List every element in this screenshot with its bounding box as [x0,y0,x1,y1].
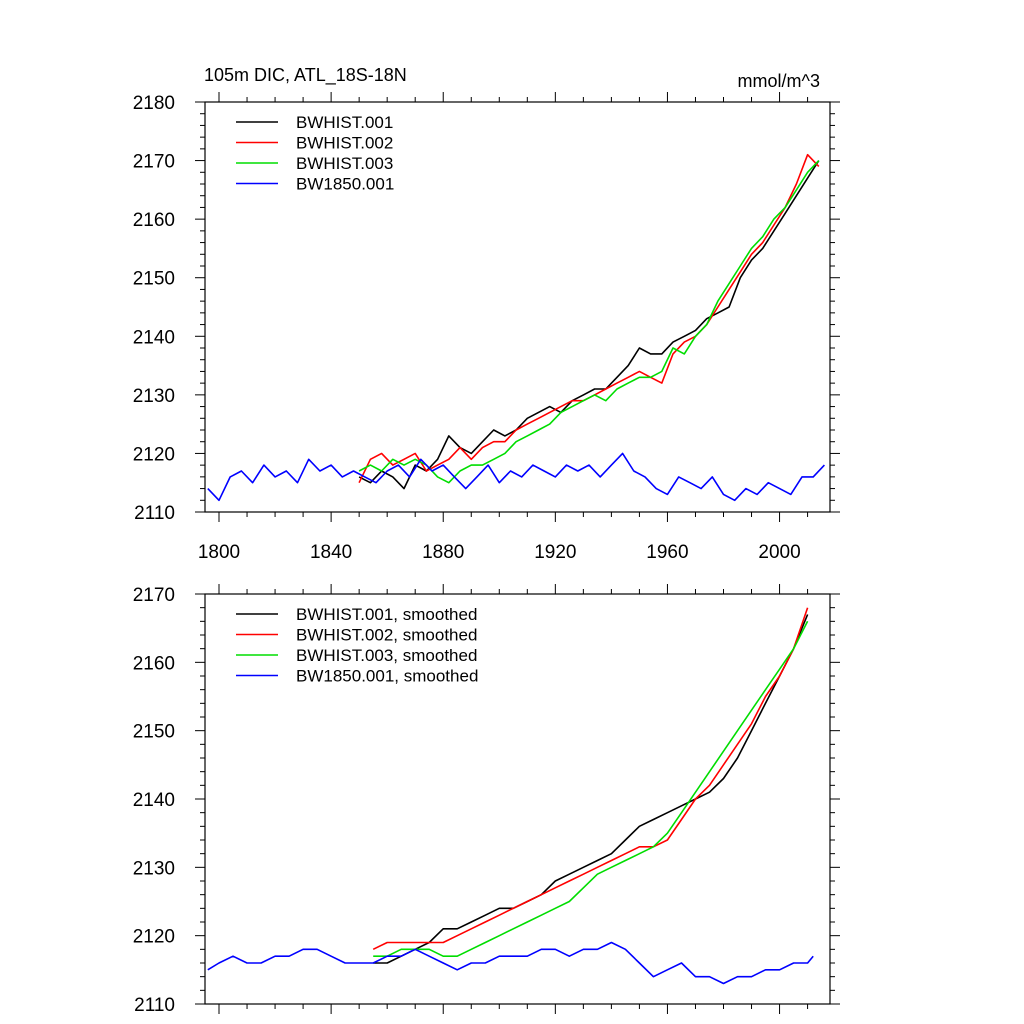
series-line-0-2 [358,160,820,484]
y-tick-label: 2130 [133,858,175,879]
series-line-0-3 [207,452,825,502]
plot-frame [204,101,831,513]
chart-units: mmol/m^3 [738,71,820,91]
legend-label: BW1850.001 [296,175,394,194]
series-line-0-1 [358,153,820,484]
y-tick-label: 2180 [133,93,175,114]
y-tick-label: 2140 [133,327,175,348]
y-tick-label: 2120 [133,444,175,465]
legend-label: BW1850.001, smoothed [296,667,478,686]
bottom-panel: 2110 2120 2130 2140 2150 2160 2170 BWHIST.001, … [133,584,840,1016]
y-tick-label: 2150 [133,269,175,290]
y-tick-label: 2170 [133,152,175,173]
series-line-1-2 [373,620,809,958]
series-line-1-1 [372,607,809,951]
y-tick-label: 2130 [133,386,175,407]
y-tick-label: 2160 [133,653,175,674]
x-tick-label: 1880 [422,542,464,563]
legend-label: BWHIST.003 [296,154,393,173]
series-group [207,153,825,502]
series-line-1-0 [373,614,809,964]
y-tick-label: 2150 [133,722,175,743]
series-line-0-0 [358,160,820,490]
legend-label: BWHIST.001 [296,113,393,132]
chart-title: 105m DIC, ATL_18S-18N [204,65,407,86]
x-tick-label: 1920 [534,542,576,563]
legend-label: BWHIST.001, smoothed [296,605,477,624]
legend-label: BWHIST.002, smoothed [296,626,477,645]
y-tick-label: 2110 [134,995,175,1016]
x-tick-label: 2000 [758,542,800,563]
y-tick-label: 2160 [133,210,175,231]
y-tick-label: 2120 [133,927,175,948]
x-tick-label: 1800 [198,542,240,563]
x-tick-label: 1960 [646,542,688,563]
legend-label: BWHIST.003, smoothed [296,646,477,665]
y-tick-label: 2170 [133,585,175,606]
y-tick-label: 2110 [134,503,175,524]
x-tick-label: 1840 [310,542,352,563]
top-panel: 1800 1840 1880 1920 1960 2000 2110 2120 2130 2140… [133,65,840,563]
legend-label: BWHIST.002 [296,134,393,153]
series-line-1-3 [207,941,814,985]
y-tick-label: 2140 [133,790,175,811]
series-group [207,607,814,985]
